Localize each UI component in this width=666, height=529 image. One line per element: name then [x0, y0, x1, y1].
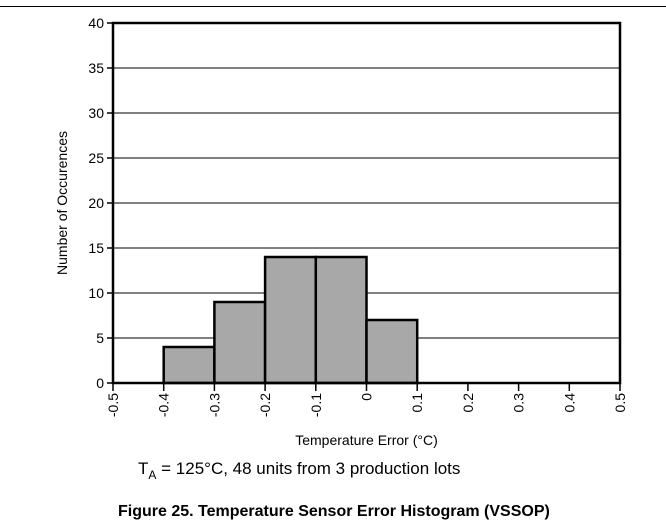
- x-tick-label: 0.4: [561, 393, 577, 413]
- x-tick-layer: -0.5 -0.4 -0.3 -0.2 -0.1 0 0.1 0.2 0.3 0.4 0.5: [105, 383, 628, 417]
- y-tick-label: 35: [88, 60, 104, 76]
- y-axis-label: Number of Occurences: [54, 131, 70, 275]
- histogram-bar: [263, 255, 318, 385]
- histogram-bar: [314, 255, 368, 385]
- x-tick-label: -0.1: [308, 393, 324, 417]
- grid-layer: [113, 67, 620, 339]
- y-tick-layer: 0 5 10 15 20 25 30 35 40: [88, 15, 113, 391]
- y-tick-label: 15: [88, 240, 104, 256]
- x-tick-label: -0.2: [257, 393, 273, 417]
- bar-layer: [162, 255, 419, 385]
- x-tick-label: -0.5: [105, 393, 121, 417]
- x-tick-label: 0: [359, 393, 375, 401]
- y-tick-label: 30: [88, 105, 104, 121]
- x-axis-label: Temperature Error (°C): [295, 432, 438, 448]
- note-suffix: = 125°C, 48 units from 3 production lots: [156, 459, 460, 478]
- y-tick-label: 0: [96, 375, 104, 391]
- y-tick-label: 10: [88, 285, 104, 301]
- y-tick-label: 25: [88, 150, 104, 166]
- x-tick-label: 0.1: [409, 393, 425, 413]
- top-rule: [0, 6, 666, 7]
- note-subscript: A: [148, 468, 156, 482]
- test-conditions-note: TA = 125°C, 48 units from 3 production l…: [138, 459, 460, 482]
- figure-caption: Figure 25. Temperature Sensor Error Hist…: [118, 503, 550, 520]
- x-tick-label: 0.3: [511, 393, 527, 413]
- histogram-bar: [213, 300, 267, 385]
- y-tick-label: 20: [88, 195, 104, 211]
- y-tick-label: 40: [88, 15, 104, 31]
- histogram-bar: [365, 318, 419, 385]
- histogram-bar: [162, 345, 216, 385]
- x-tick-label: 0.2: [460, 393, 476, 413]
- x-tick-label: 0.5: [612, 393, 628, 413]
- note-prefix: T: [138, 459, 148, 478]
- x-tick-label: -0.4: [156, 393, 172, 417]
- y-tick-label: 5: [96, 330, 104, 346]
- x-tick-label: -0.3: [206, 393, 222, 417]
